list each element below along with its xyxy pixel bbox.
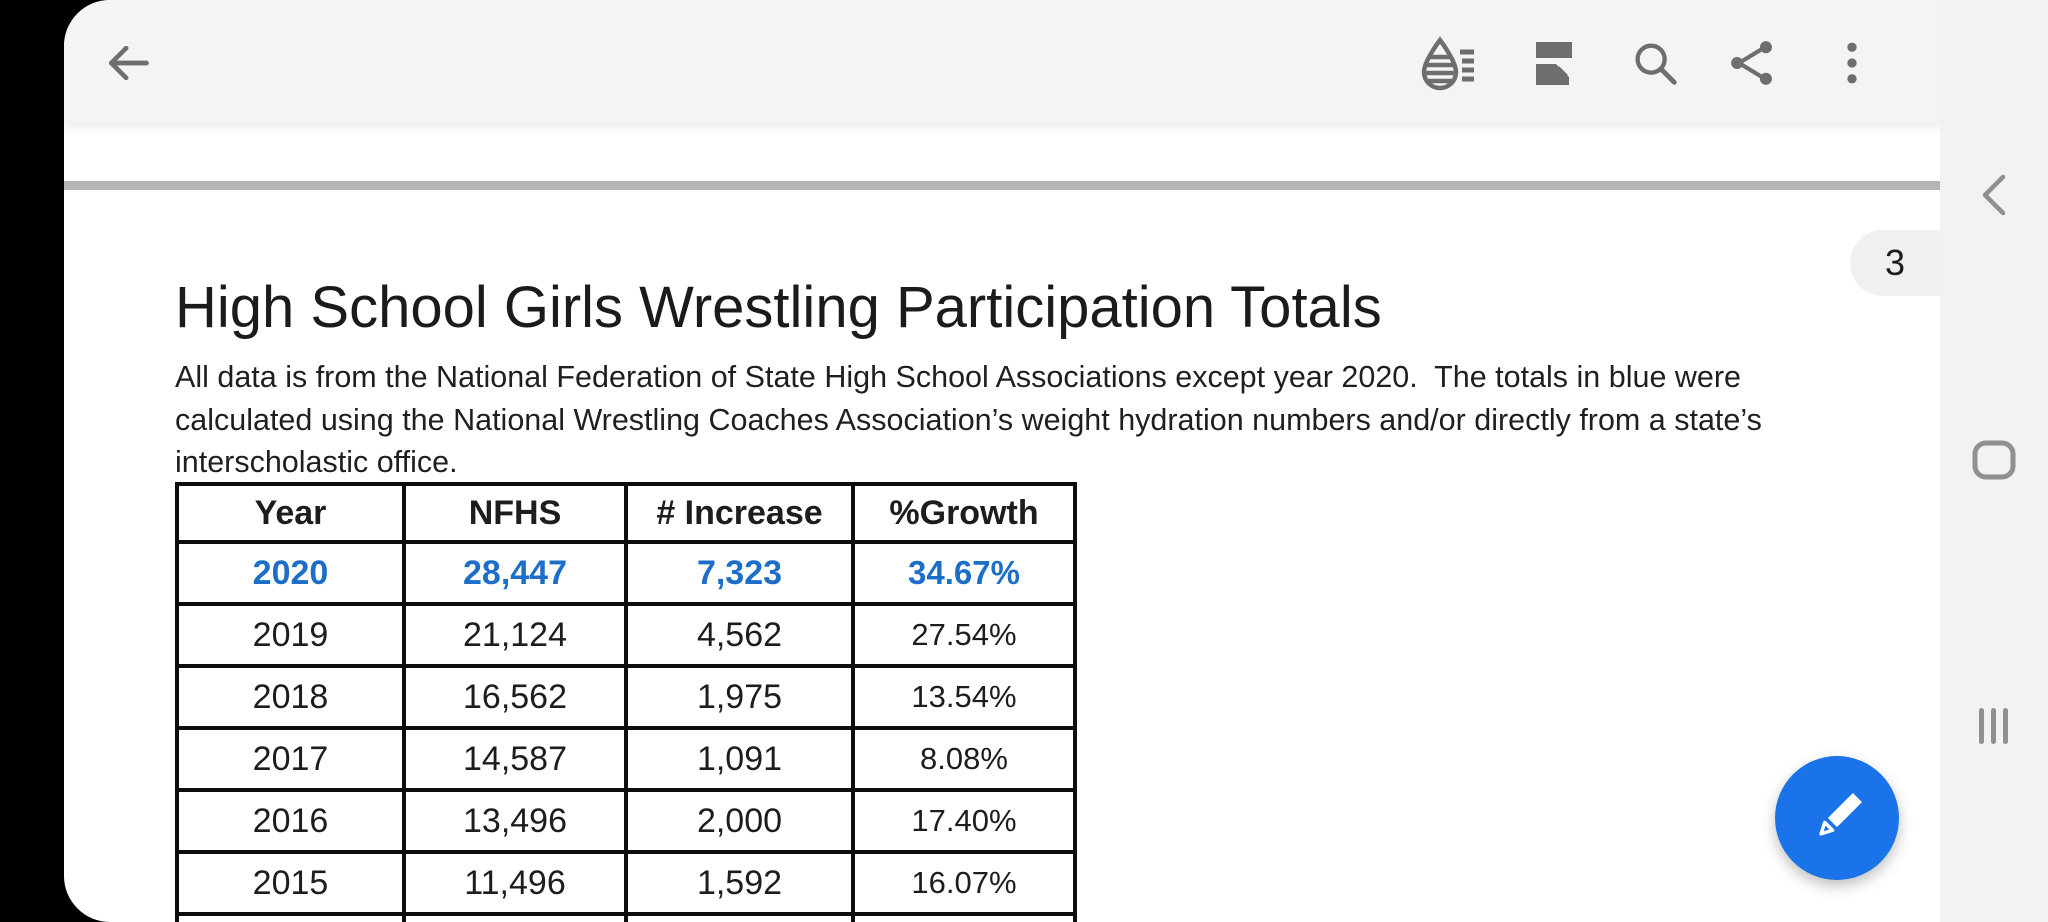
nav-home-icon[interactable] — [1940, 415, 2048, 505]
participation-table: Year NFHS # Increase %Growth 2020 28,447… — [175, 482, 1077, 922]
android-navigation-bar — [1940, 0, 2048, 922]
document-title: High School Girls Wrestling Participatio… — [175, 275, 1382, 340]
header-growth: %Growth — [851, 482, 1077, 544]
table-row: 2016 13,496 2,000 17.40% — [175, 788, 1077, 854]
kebab-menu-icon — [1847, 42, 1857, 84]
header-nfhs: NFHS — [402, 482, 628, 544]
cell-increase: 1,592 — [624, 850, 855, 916]
page-gap-divider — [64, 181, 1940, 190]
cell-nfhs: 14,587 — [402, 726, 628, 792]
pencil-icon — [1819, 792, 1863, 836]
recents-icon — [1979, 708, 2008, 744]
cell-year: 2019 — [175, 602, 406, 668]
toolbar — [64, 0, 1940, 123]
more-options-button[interactable] — [1824, 35, 1880, 91]
page-overview-button[interactable] — [1524, 35, 1580, 91]
cell-year: 2020 — [175, 540, 406, 606]
table-row: 2017 14,587 1,091 8.08% — [175, 726, 1077, 792]
cell-year: 2016 — [175, 788, 406, 854]
nav-back-chevron-icon[interactable] — [1940, 150, 2048, 240]
share-nodes-icon — [1731, 41, 1772, 85]
cell-year: 2015 — [175, 850, 406, 916]
nav-recents-icon[interactable] — [1940, 681, 2048, 771]
back-chevron-icon — [1982, 174, 2006, 216]
table-row: 2019 21,124 4,562 27.54% — [175, 602, 1077, 668]
cell-growth: 34.67% — [851, 540, 1077, 606]
home-icon — [1972, 440, 2016, 480]
cell-nfhs: 11,496 — [402, 850, 628, 916]
search-button[interactable] — [1627, 35, 1683, 91]
back-button[interactable] — [100, 35, 156, 91]
cell-nfhs: 13,496 — [402, 788, 628, 854]
page-number-badge[interactable]: 3 — [1850, 230, 1940, 296]
cell-increase: 7,323 — [624, 540, 855, 606]
page-number: 3 — [1884, 242, 1906, 283]
cell-increase: 1,091 — [624, 726, 855, 792]
cell-growth: 17.40% — [851, 788, 1077, 854]
cell-nfhs: 16,562 — [402, 664, 628, 730]
cell-growth: 16.07% — [851, 850, 1077, 916]
ink-drop-list-icon — [1421, 36, 1474, 91]
document-paragraph: All data is from the National Federation… — [175, 360, 1771, 479]
cell-year: 2017 — [175, 726, 406, 792]
cell-nfhs: 21,124 — [402, 602, 628, 668]
cell-growth: 8.08% — [851, 726, 1077, 792]
share-button[interactable] — [1724, 35, 1780, 91]
edit-fab-button[interactable] — [1775, 756, 1899, 880]
table-row: 2015 11,496 1,592 16.07% — [175, 850, 1077, 916]
cell-increase: 1,975 — [624, 664, 855, 730]
table-row: 2020 28,447 7,323 34.67% — [175, 540, 1077, 606]
cell-increase: 2,000 — [624, 788, 855, 854]
annotations-button[interactable] — [1419, 35, 1475, 91]
table-row: 2018 16,562 1,975 13.54% — [175, 664, 1077, 730]
cell-year: 2018 — [175, 664, 406, 730]
magnifier-icon — [1635, 43, 1677, 85]
header-increase: # Increase — [624, 482, 855, 544]
header-year: Year — [175, 482, 406, 544]
cell-nfhs: 28,447 — [402, 540, 628, 606]
cell-increase: 4,562 — [624, 602, 855, 668]
page-layout-icon — [1536, 42, 1572, 85]
table-row-clipped — [175, 912, 1077, 922]
cell-growth: 13.54% — [851, 664, 1077, 730]
arrow-left-icon — [108, 45, 149, 81]
cell-growth: 27.54% — [851, 602, 1077, 668]
table-header-row: Year NFHS # Increase %Growth — [175, 482, 1077, 544]
pdf-viewer-window: 3 High School Girls Wrestling Participat… — [64, 0, 1940, 922]
